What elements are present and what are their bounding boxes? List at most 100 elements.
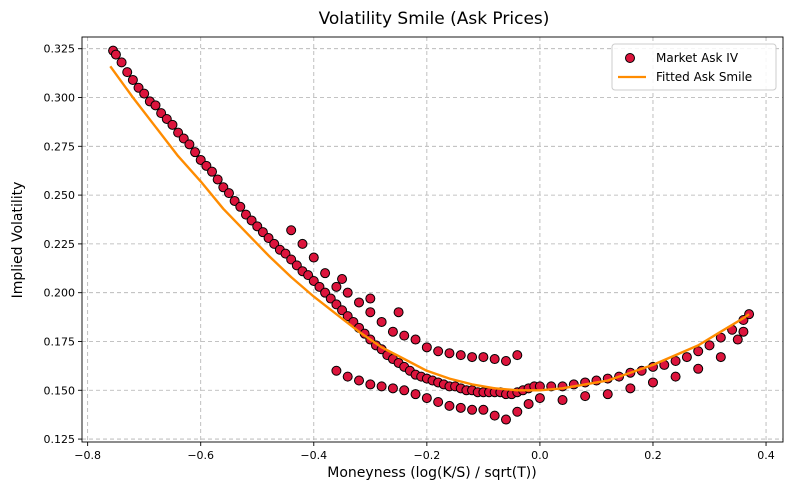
- legend: Market Ask IV Fitted Ask Smile: [611, 43, 777, 91]
- x-tick-label: −0.8: [74, 449, 101, 462]
- y-tick-label: 0.250: [44, 189, 76, 202]
- x-tick-label: −0.2: [413, 449, 440, 462]
- legend-box: [611, 43, 777, 91]
- scatter-point: [184, 139, 195, 150]
- line-series-fitted-ask-smile: [109, 65, 750, 392]
- scatter-point: [365, 307, 376, 318]
- scatter-point: [331, 365, 342, 376]
- legend-label-fitted-ask-smile: Fitted Ask Smile: [656, 70, 752, 84]
- scatter-point: [670, 371, 681, 382]
- scatter-point: [399, 330, 410, 341]
- plot-frame: [81, 36, 784, 443]
- scatter-point: [376, 381, 387, 392]
- scatter-point: [399, 385, 410, 396]
- scatter-point: [444, 348, 455, 359]
- y-tick-label: 0.200: [44, 287, 76, 300]
- scatter-point: [715, 352, 726, 363]
- scatter-point: [681, 352, 692, 363]
- x-tick-label: −0.6: [187, 449, 214, 462]
- y-axis-label: Implied Volatility: [10, 182, 26, 299]
- scatter-point: [365, 293, 376, 304]
- y-tick-label: 0.300: [44, 92, 76, 105]
- scatter-point: [433, 396, 444, 407]
- scatter-point: [139, 88, 150, 99]
- scatter-point: [467, 404, 478, 415]
- scatter-point: [625, 383, 636, 394]
- scatter-point: [557, 395, 568, 406]
- scatter-point: [512, 406, 523, 417]
- scatter-point: [455, 402, 466, 413]
- scatter-point: [410, 334, 421, 345]
- scatter-point: [478, 404, 489, 415]
- scatter-point: [212, 174, 223, 185]
- scatter-point: [331, 281, 342, 292]
- scatter-point: [647, 377, 658, 388]
- scatter-point: [365, 379, 376, 390]
- scatter-point: [693, 363, 704, 374]
- scatter-point: [110, 49, 121, 60]
- x-tick-label: 0.0: [531, 449, 549, 462]
- scatter-point: [150, 100, 161, 111]
- x-axis-label: Moneyness (log(K/S) / sqrt(T)): [327, 465, 536, 481]
- scatter-point: [421, 393, 432, 404]
- y-tick-label: 0.175: [44, 335, 76, 348]
- scatter-point: [342, 287, 353, 298]
- scatter-point: [286, 225, 297, 236]
- scatter-point: [444, 400, 455, 411]
- scatter-point: [580, 391, 591, 402]
- y-tick-label: 0.150: [44, 384, 76, 397]
- legend-label-market-ask-iv: Market Ask IV: [656, 51, 739, 65]
- scatter-point: [421, 342, 432, 353]
- scatter-point: [738, 326, 749, 337]
- y-tick-label: 0.275: [44, 140, 76, 153]
- x-tick-label: 0.2: [644, 449, 662, 462]
- scatter-point: [297, 238, 308, 249]
- scatter-point: [387, 326, 398, 337]
- scatter-point: [670, 356, 681, 366]
- scatter-point: [489, 354, 500, 365]
- scatter-point: [207, 166, 218, 177]
- scatter-point: [732, 334, 743, 345]
- axis-ticks: −0.8 −0.6 −0.4 −0.2 0.0 0.2 0.4 0.125 0.150 0.175…: [44, 43, 775, 462]
- scatter-point: [387, 383, 398, 394]
- chart-title: Volatility Smile (Ask Prices): [319, 9, 550, 29]
- scatter-point: [500, 356, 511, 366]
- legend-marker-market-ask-iv: [625, 53, 635, 63]
- scatter-point: [704, 340, 715, 351]
- scatter-point: [500, 414, 511, 425]
- y-tick-label: 0.225: [44, 238, 76, 251]
- x-tick-label: −0.4: [300, 449, 327, 462]
- scatter-point: [602, 389, 613, 400]
- scatter-point: [467, 352, 478, 363]
- scatter-point: [127, 74, 138, 85]
- scatter-point: [523, 398, 534, 409]
- scatter-point: [410, 389, 421, 400]
- scatter-point: [433, 346, 444, 357]
- scatter-series-market-ask-iv: [108, 45, 755, 425]
- scatter-point: [190, 147, 201, 158]
- scatter-point: [489, 410, 500, 421]
- scatter-point: [376, 316, 387, 327]
- scatter-point: [478, 352, 489, 363]
- scatter-point: [116, 57, 127, 68]
- scatter-point: [354, 375, 365, 386]
- scatter-point: [122, 67, 133, 78]
- scatter-point: [354, 297, 365, 308]
- scatter-point: [512, 350, 523, 361]
- scatter-point: [455, 350, 466, 361]
- fitted-line: [109, 65, 750, 392]
- scatter-point: [308, 252, 319, 263]
- scatter-point: [337, 274, 348, 285]
- y-tick-label: 0.325: [44, 43, 76, 56]
- scatter-point: [534, 393, 545, 404]
- scatter-point: [320, 268, 331, 279]
- scatter-point: [393, 307, 404, 318]
- scatter-point: [693, 346, 704, 357]
- x-tick-label: 0.4: [757, 449, 775, 462]
- scatter-point: [342, 371, 353, 382]
- y-tick-label: 0.125: [44, 433, 76, 446]
- scatter-point: [167, 119, 178, 130]
- scatter-point: [235, 201, 246, 212]
- scatter-point: [223, 188, 234, 199]
